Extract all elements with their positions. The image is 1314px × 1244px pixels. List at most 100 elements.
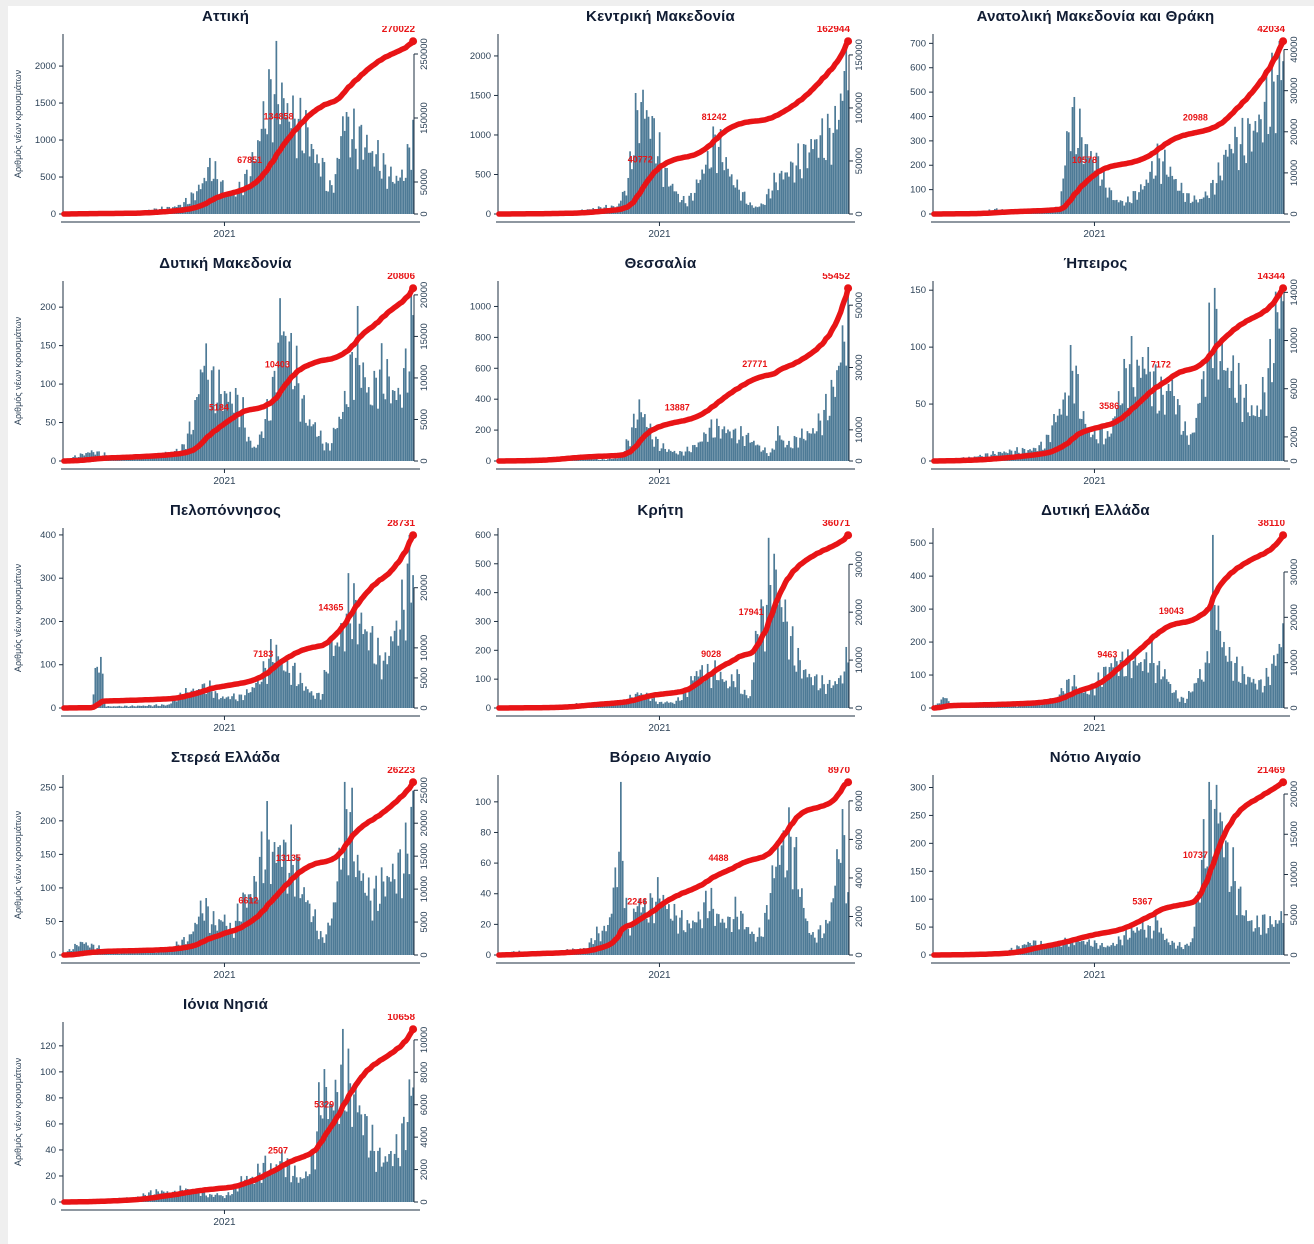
cumulative-annotations: 3586 7172 14344 [1099, 271, 1285, 411]
svg-text:250: 250 [40, 782, 56, 793]
svg-text:5000: 5000 [419, 409, 430, 430]
x-tick-label-2021: 2021 [648, 229, 671, 240]
annotation-quarter: 2246 [627, 896, 647, 906]
chart-title-ionia-nisia: Ιόνια Νησιά [182, 996, 269, 1013]
page-edge-top [0, 0, 1314, 6]
svg-text:400: 400 [910, 571, 926, 582]
annotation-quarter: 10578 [1072, 155, 1097, 165]
daily-cases-bars [505, 287, 849, 461]
annotation-final-total: 14344 [1257, 273, 1285, 282]
axes [494, 528, 855, 720]
axis-labels: 0 100 200 300 400 500 600 0 10000 20000 30000 2021 [475, 530, 865, 734]
svg-text:0: 0 [921, 703, 926, 714]
svg-text:15000: 15000 [419, 323, 430, 349]
svg-text:700: 700 [910, 38, 926, 49]
x-tick-label-2021: 2021 [213, 476, 236, 487]
svg-text:2000: 2000 [854, 906, 865, 927]
svg-text:25000: 25000 [419, 777, 430, 803]
axis-labels: 0 20 40 60 80 100 120 0 2000 4000 6000 8000 10000 202… [40, 1027, 430, 1228]
line-endpoint-dot [409, 37, 418, 46]
axes [59, 775, 420, 967]
y-axis-label: Αριθμός νέων κρουσμάτων [13, 69, 23, 178]
svg-text:200: 200 [910, 838, 926, 849]
annotation-final-total: 42034 [1257, 26, 1285, 35]
daily-cases-bars [498, 781, 849, 955]
svg-text:400: 400 [910, 111, 926, 122]
cumulative-cases-line [931, 285, 1286, 464]
chart-plot-dytiki-makedonia: 0 50 100 150 200 0 5000 10000 15000 20000 2021 Αριθ… [13, 271, 430, 487]
line-endpoint-dot [409, 531, 418, 540]
svg-text:15000: 15000 [1289, 821, 1300, 847]
svg-text:50000: 50000 [419, 169, 430, 195]
svg-text:0: 0 [921, 950, 926, 961]
y-axis-label: Αριθμός νέων κρουσμάτων [13, 1057, 23, 1166]
svg-text:400: 400 [475, 394, 491, 405]
axes [59, 528, 420, 720]
svg-text:100: 100 [475, 797, 491, 808]
chart-ipeiros: Ήπειρος 0 50 100 150 0 2000 6000 10000 14000 2021 3… [878, 253, 1313, 500]
svg-text:500: 500 [910, 538, 926, 549]
cumulative-annotations: 2246 4488 8970 [627, 765, 850, 906]
svg-text:6000: 6000 [1289, 378, 1300, 399]
daily-cases-bars [933, 534, 1284, 708]
axes [929, 528, 1290, 720]
cumulative-cases-line [496, 779, 851, 958]
svg-text:14000: 14000 [1289, 279, 1300, 305]
daily-cases-bars [63, 287, 414, 461]
chart-title-thessalia: Θεσσαλία [624, 255, 697, 272]
svg-text:0: 0 [854, 211, 865, 216]
annotation-final-total: 10658 [387, 1014, 415, 1023]
line-endpoint-dot [409, 778, 418, 787]
axis-labels: 0 500 1000 1500 2000 0 50000 100000 150000 2021 [470, 39, 865, 240]
cumulative-annotations: 13887 27771 55452 [665, 271, 851, 412]
chart-title-anatoliki-makedonia-thraki: Ανατολική Μακεδονία και Θράκη [976, 8, 1215, 25]
annotation-quarter: 2507 [268, 1146, 288, 1156]
cumulative-annotations: 40772 81242 162944 [628, 24, 851, 164]
chart-title-ipeiros: Ήπειρος [1063, 255, 1128, 272]
svg-text:200: 200 [475, 425, 491, 436]
svg-text:100000: 100000 [854, 92, 865, 124]
axis-labels: 0 100 200 300 400 500 0 10000 20000 30000 2021 [910, 538, 1300, 734]
x-tick-label-2021: 2021 [213, 723, 236, 734]
svg-text:20000: 20000 [1289, 119, 1300, 145]
axis-labels: 0 100 200 300 400 0 5000 10000 20000 2021 [40, 530, 430, 734]
axis-labels: 0 50 100 150 0 2000 6000 10000 14000 2021 [910, 279, 1300, 487]
svg-text:500: 500 [475, 559, 491, 570]
annotation-half: 10737 [1183, 850, 1208, 860]
svg-text:0: 0 [1289, 211, 1300, 216]
svg-text:40: 40 [480, 889, 491, 900]
svg-text:150000: 150000 [419, 102, 430, 134]
svg-text:600: 600 [910, 63, 926, 74]
axes [494, 34, 855, 226]
chart-title-kriti: Κρήτη [637, 502, 684, 519]
svg-text:0: 0 [1289, 458, 1300, 463]
x-tick-label-2021: 2021 [1083, 476, 1106, 487]
svg-text:30000: 30000 [1289, 559, 1300, 585]
svg-text:10000: 10000 [419, 876, 430, 902]
svg-text:150000: 150000 [854, 39, 865, 71]
annotation-half: 19043 [1159, 606, 1184, 616]
svg-text:0: 0 [854, 458, 865, 463]
svg-text:1000: 1000 [470, 301, 491, 312]
svg-text:150: 150 [910, 285, 926, 296]
svg-text:100: 100 [40, 883, 56, 894]
svg-text:30000: 30000 [1289, 77, 1300, 103]
annotation-half: 5329 [314, 1099, 334, 1109]
chart-title-notio-aigaio: Νότιο Αιγαίο [1049, 749, 1142, 766]
daily-cases-bars [934, 40, 1284, 215]
svg-text:8000: 8000 [419, 1062, 430, 1083]
svg-text:0: 0 [419, 211, 430, 216]
svg-text:200: 200 [40, 616, 56, 627]
chart-title-sterea-ellada: Στερεά Ελλάδα [171, 749, 280, 766]
annotation-final-total: 21469 [1257, 767, 1285, 776]
svg-text:0: 0 [1289, 952, 1300, 957]
x-tick-label-2021: 2021 [648, 970, 671, 981]
cumulative-annotations: 9463 19043 38110 [1097, 518, 1285, 659]
svg-text:800: 800 [475, 332, 491, 343]
cumulative-cases-line [61, 38, 416, 217]
annotation-quarter: 67851 [237, 155, 262, 165]
daily-cases-bars [507, 40, 849, 214]
axes [59, 1022, 420, 1214]
svg-text:100: 100 [40, 1067, 56, 1078]
axes [494, 775, 855, 967]
